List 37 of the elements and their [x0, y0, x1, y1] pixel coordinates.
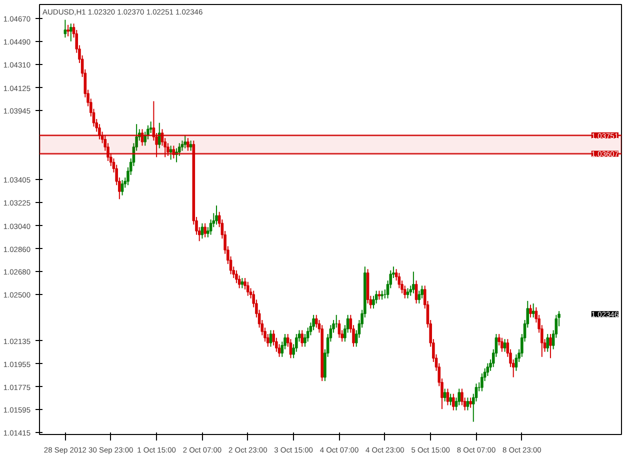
candlestick: [443, 388, 446, 402]
candlestick: [238, 274, 241, 289]
candlestick: [200, 222, 204, 240]
candlestick: [514, 354, 518, 372]
candlestick: [186, 138, 190, 152]
candlestick: [500, 337, 504, 352]
candlestick: [204, 222, 206, 238]
candlestick: [503, 338, 506, 352]
candlestick: [546, 333, 550, 352]
candlestick: [66, 24, 70, 37]
candlestick: [235, 270, 238, 284]
candlestick: [70, 23, 72, 42]
candlestick: [469, 397, 472, 408]
candlestick: [120, 180, 124, 196]
candlestick: [452, 393, 455, 411]
candlestick: [169, 145, 172, 160]
candlestick: [315, 314, 318, 328]
candlestick: [189, 140, 192, 152]
candlestick: [184, 135, 186, 149]
candlestick: [446, 388, 450, 406]
candlestick: [246, 281, 250, 296]
candlestick: [449, 393, 452, 406]
candlestick: [158, 122, 161, 149]
candlestick: [529, 304, 532, 318]
candlestick: [300, 330, 304, 348]
candlestick: [406, 288, 410, 299]
candlestick: [240, 278, 244, 289]
candlestick: [269, 330, 272, 348]
candlestick: [532, 302, 535, 318]
candlestick: [414, 280, 418, 304]
candlestick: [338, 320, 341, 338]
candlestick: [412, 271, 415, 294]
candlestick: [466, 397, 470, 411]
candlestick: [64, 19, 67, 38]
candlestick: [215, 205, 218, 226]
candlestick: [480, 372, 484, 392]
candlestick: [549, 333, 552, 359]
